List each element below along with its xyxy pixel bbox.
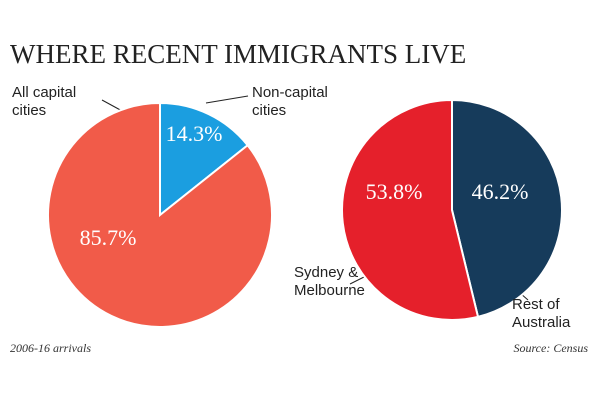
pie-slice xyxy=(47,101,273,328)
value-label: 46.2% xyxy=(472,179,529,204)
note: 2006-16 arrivals xyxy=(10,341,91,355)
source: Source: Census xyxy=(513,341,588,355)
value-label: 14.3% xyxy=(166,121,223,146)
value-label: 85.7% xyxy=(80,225,137,250)
chart-title: WHERE RECENT IMMIGRANTS LIVE xyxy=(10,39,466,69)
slice-label: All capital cities xyxy=(12,84,77,119)
pie-slice xyxy=(451,98,563,319)
slice-label: Non-capital cities xyxy=(252,84,328,119)
leader-line xyxy=(205,95,249,104)
pie-slice xyxy=(159,101,250,218)
slice-label: Sydney & Melbourne xyxy=(294,264,365,299)
value-label: 53.8% xyxy=(366,179,423,204)
slice-label: Rest of Australia xyxy=(512,296,571,331)
pie-slice xyxy=(340,98,480,321)
